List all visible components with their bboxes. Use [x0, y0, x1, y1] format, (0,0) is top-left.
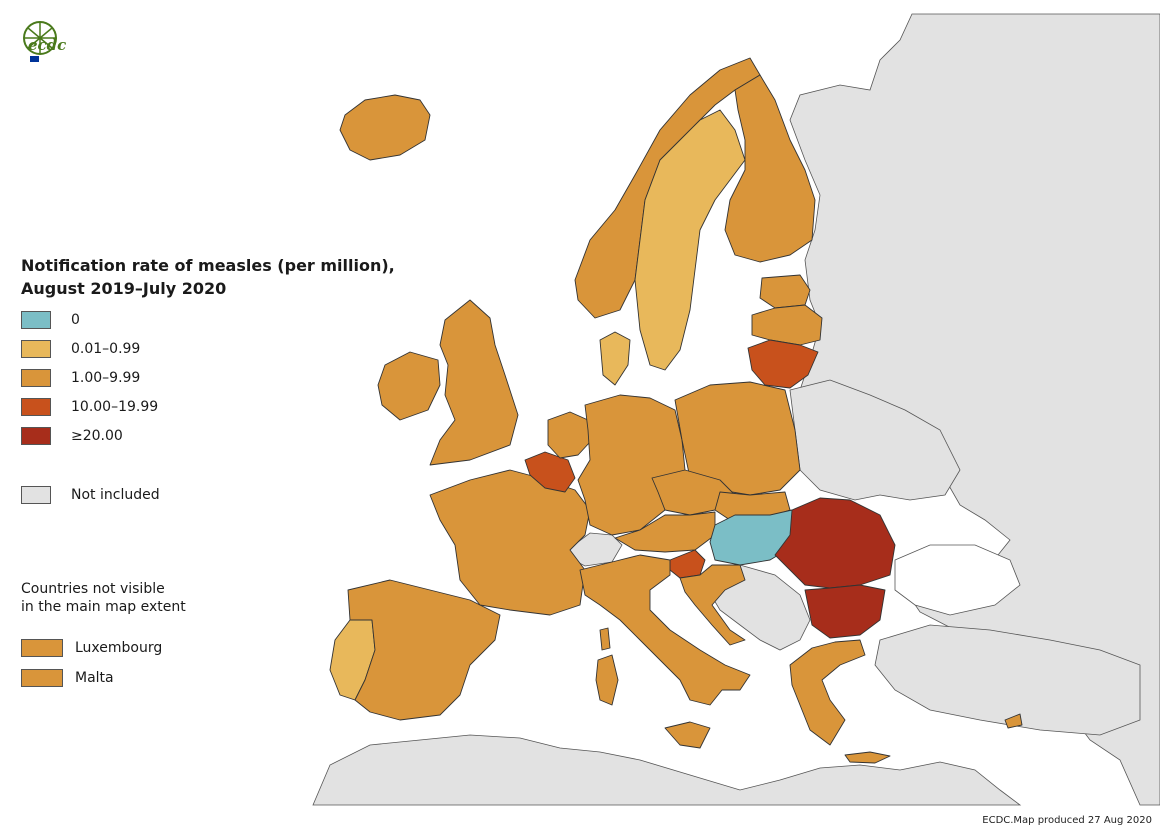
country-ireland: [377, 351, 441, 421]
legend-title-line1: Notification rate of measles (per millio…: [21, 256, 395, 275]
map-credit: ECDC.Map produced 27 Aug 2020: [982, 815, 1152, 826]
country-belgium: [524, 451, 576, 493]
small-country-luxembourg: Luxembourg: [21, 638, 162, 658]
legend-title-line2: August 2019–July 2020: [21, 279, 227, 298]
legend-swatch: [21, 669, 63, 687]
legend-swatch: [21, 398, 51, 416]
legend-label: Luxembourg: [75, 640, 163, 656]
legend-label: 0: [71, 312, 80, 328]
legend-item-3: 10.00–19.99: [21, 397, 158, 417]
legend-swatch: [21, 311, 51, 329]
legend-item-not-included: Not included: [21, 485, 160, 505]
legend-label: Malta: [75, 670, 114, 686]
black-sea: [894, 544, 1021, 616]
small-countries-heading: Countries not visible in the main map ex…: [21, 580, 186, 616]
country-latvia: [751, 304, 823, 346]
country-sardinia: [595, 654, 619, 706]
country-bulgaria: [804, 584, 886, 639]
country-crete: [844, 751, 891, 764]
country-slovenia: [669, 549, 706, 579]
legend-swatch: [21, 486, 51, 504]
country-denmark: [599, 331, 631, 386]
country-germany: [577, 394, 686, 536]
legend-swatch: [21, 369, 51, 387]
legend-label: 0.01–0.99: [71, 341, 141, 357]
country-sweden: [634, 109, 746, 371]
country-cyprus: [1004, 713, 1023, 729]
eu-countries: [329, 57, 1023, 764]
legend-label: ≥20.00: [71, 428, 123, 444]
country-iceland: [339, 94, 431, 161]
legend-label: Not included: [71, 487, 160, 503]
legend-title: Notification rate of measles (per millio…: [21, 254, 421, 300]
small-country-malta: Malta: [21, 668, 114, 688]
country-greece: [789, 639, 866, 746]
country-romania: [774, 497, 896, 589]
small-countries-heading-line1: Countries not visible: [21, 581, 165, 597]
country-austria: [614, 511, 716, 553]
legend-item-0: 0: [21, 310, 80, 330]
ecdc-globe-logo: [23, 21, 57, 62]
legend-swatch: [21, 340, 51, 358]
legend-item-4: ≥20.00: [21, 426, 123, 446]
legend-swatch: [21, 639, 63, 657]
country-norway: [574, 57, 761, 319]
legend-item-2: 1.00–9.99: [21, 368, 140, 388]
country-netherlands: [547, 411, 591, 459]
turkey: [874, 624, 1141, 736]
country-uk: [429, 299, 519, 466]
country-estonia: [759, 274, 811, 309]
logo-text: ecdc: [28, 36, 67, 54]
country-croatia: [679, 564, 746, 646]
small-countries-heading-line2: in the main map extent: [21, 599, 186, 615]
legend-label: 10.00–19.99: [71, 399, 159, 415]
non-included-region: [312, 13, 1160, 806]
legend-swatch: [21, 427, 51, 445]
country-spain: [347, 579, 501, 721]
country-finland: [724, 74, 816, 263]
belarus-ukraine: [789, 379, 961, 501]
country-france: [429, 469, 591, 616]
legend-label: 1.00–9.99: [71, 370, 141, 386]
country-italy: [579, 554, 751, 706]
country-sicily: [664, 721, 711, 749]
north-africa-land: [312, 734, 1022, 806]
country-corsica: [599, 627, 611, 651]
country-lithuania: [747, 339, 819, 389]
legend-item-1: 0.01–0.99: [21, 339, 140, 359]
